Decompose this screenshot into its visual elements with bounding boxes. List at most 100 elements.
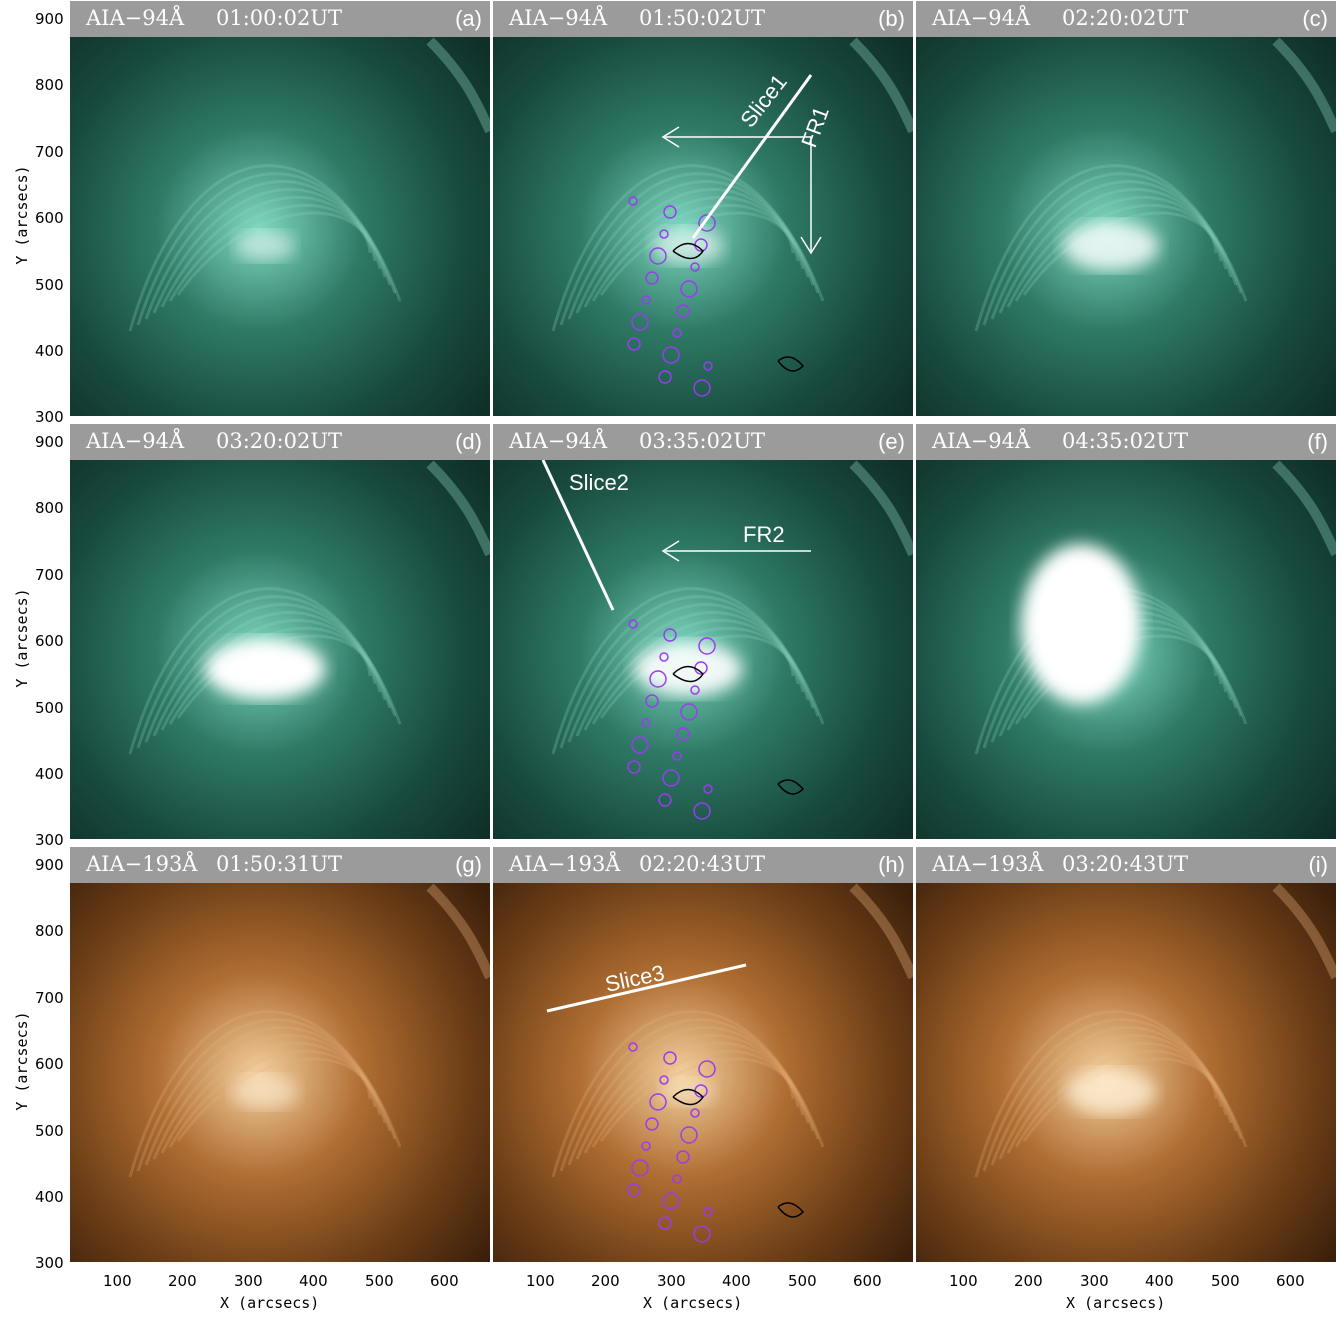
y-tick-label: 700 — [35, 566, 64, 584]
x-tick-label: 400 — [299, 1272, 328, 1290]
timestamp-label: 03:20:43UT — [1062, 852, 1189, 876]
fr1-label: FR1 — [796, 103, 834, 151]
y-tick-label: 600 — [35, 632, 64, 650]
instrument-label: AIA−193Å — [932, 852, 1044, 876]
slice2-label: Slice2 — [569, 470, 629, 495]
x-tick-label: 500 — [1211, 1272, 1240, 1290]
solar-image-a — [70, 1, 490, 416]
x-tick-label: 400 — [722, 1272, 751, 1290]
y-tick-label: 800 — [35, 922, 64, 940]
x-tick-label: 100 — [103, 1272, 132, 1290]
solar-image-e — [493, 424, 913, 839]
image-panel-e: Slice2 FR2 AIA−94Å 03:35:02UT (e) — [493, 424, 913, 839]
solar-image-c — [916, 1, 1336, 416]
fr2-label: FR2 — [743, 522, 785, 547]
instrument-label: AIA−94Å — [86, 429, 185, 453]
instrument-label: AIA−94Å — [509, 6, 608, 30]
timestamp-label: 02:20:43UT — [639, 852, 766, 876]
x-axis-label: X (arcsecs) — [220, 1294, 320, 1312]
x-axis-label: X (arcsecs) — [1066, 1294, 1166, 1312]
panel-header: AIA−94Å 04:35:02UT (f) — [916, 424, 1336, 460]
x-axis-label: X (arcsecs) — [643, 1294, 743, 1312]
panel-header: AIA−94Å 01:50:02UT (b) — [493, 1, 913, 37]
solar-image-g — [70, 847, 490, 1262]
instrument-label: AIA−94Å — [86, 6, 185, 30]
y-tick-label: 300 — [35, 408, 64, 426]
y-tick-label: 900 — [35, 856, 64, 874]
instrument-label: AIA−193Å — [86, 852, 198, 876]
y-tick-label: 300 — [35, 1254, 64, 1272]
slice3-line — [546, 963, 747, 1013]
y-tick-label: 500 — [35, 276, 64, 294]
x-tick-label: 600 — [853, 1272, 882, 1290]
panel-header: AIA−94Å 02:20:02UT (c) — [916, 1, 1336, 37]
panel-letter: (e) — [878, 429, 905, 454]
image-panel-f: AIA−94Å 04:35:02UT (f) — [916, 424, 1336, 839]
solar-image-d — [70, 424, 490, 839]
panel-header: AIA−193Å 03:20:43UT (i) — [916, 847, 1336, 883]
x-tick-label: 300 — [234, 1272, 263, 1290]
y-tick-label: 900 — [35, 10, 64, 28]
image-panel-b: Slice1 FR1 AIA−94Å 01:50:02UT (b) — [493, 1, 913, 416]
y-tick-label: 500 — [35, 699, 64, 717]
panel-header: AIA−94Å 03:35:02UT (e) — [493, 424, 913, 460]
panel-letter: (h) — [878, 852, 905, 877]
timestamp-label: 02:20:02UT — [1062, 6, 1189, 30]
y-axis-label: Y (arcsecs) — [13, 1011, 31, 1111]
timestamp-label: 01:50:31UT — [216, 852, 343, 876]
image-panel-c: AIA−94Å 02:20:02UT (c) — [916, 1, 1336, 416]
panel-letter: (d) — [455, 429, 482, 454]
x-tick-label: 400 — [1145, 1272, 1174, 1290]
panel-letter: (b) — [878, 6, 905, 31]
x-tick-label: 200 — [1014, 1272, 1043, 1290]
slice2-line — [541, 459, 615, 611]
y-axis-label: Y (arcsecs) — [13, 165, 31, 265]
image-panel-i: AIA−193Å 03:20:43UT (i) — [916, 847, 1336, 1262]
fr1-arrowhead-down — [800, 236, 822, 255]
instrument-label: AIA−94Å — [932, 6, 1031, 30]
annotations-h: Slice3 — [546, 960, 747, 1013]
solar-image-b — [493, 1, 913, 416]
timestamp-label: 01:00:02UT — [216, 6, 343, 30]
x-tick-label: 500 — [365, 1272, 394, 1290]
image-panel-h: Slice3 AIA−193Å 02:20:43UT (h) — [493, 847, 913, 1262]
x-tick-label: 600 — [430, 1272, 459, 1290]
y-tick-label: 400 — [35, 1188, 64, 1206]
panel-letter: (g) — [455, 852, 482, 877]
timestamp-label: 01:50:02UT — [639, 6, 766, 30]
x-tick-label: 300 — [1080, 1272, 1109, 1290]
slice1-line — [691, 74, 813, 239]
x-tick-label: 200 — [591, 1272, 620, 1290]
annotations-e: Slice2 FR2 — [541, 459, 811, 611]
y-tick-label: 400 — [35, 342, 64, 360]
annotations-b: Slice1 FR1 — [661, 69, 834, 255]
instrument-label: AIA−94Å — [932, 429, 1031, 453]
x-tick-label: 500 — [788, 1272, 817, 1290]
x-tick-label: 300 — [657, 1272, 686, 1290]
y-axis-label: Y (arcsecs) — [13, 588, 31, 688]
fr1-arrowhead-left — [661, 126, 680, 148]
panel-header: AIA−94Å 03:20:02UT (d) — [70, 424, 490, 460]
timestamp-label: 04:35:02UT — [1062, 429, 1189, 453]
y-tick-label: 700 — [35, 989, 64, 1007]
y-tick-label: 600 — [35, 209, 64, 227]
y-tick-label: 800 — [35, 76, 64, 94]
x-tick-label: 600 — [1276, 1272, 1305, 1290]
slice1-label: Slice1 — [735, 69, 792, 132]
instrument-label: AIA−94Å — [509, 429, 608, 453]
y-tick-label: 600 — [35, 1055, 64, 1073]
panel-letter: (c) — [1302, 6, 1328, 31]
fr2-arrowhead — [661, 540, 680, 562]
panel-header: AIA−193Å 01:50:31UT (g) — [70, 847, 490, 883]
panel-letter: (i) — [1308, 852, 1328, 877]
image-panel-g: AIA−193Å 01:50:31UT (g) — [70, 847, 490, 1262]
y-tick-label: 800 — [35, 499, 64, 517]
y-tick-label: 900 — [35, 433, 64, 451]
image-panel-a: AIA−94Å 01:00:02UT (a) — [70, 1, 490, 416]
panel-header: AIA−193Å 02:20:43UT (h) — [493, 847, 913, 883]
y-tick-label: 700 — [35, 143, 64, 161]
solar-image-h — [493, 847, 913, 1262]
x-tick-label: 200 — [168, 1272, 197, 1290]
y-tick-label: 300 — [35, 831, 64, 849]
image-panel-d: AIA−94Å 03:20:02UT (d) — [70, 424, 490, 839]
